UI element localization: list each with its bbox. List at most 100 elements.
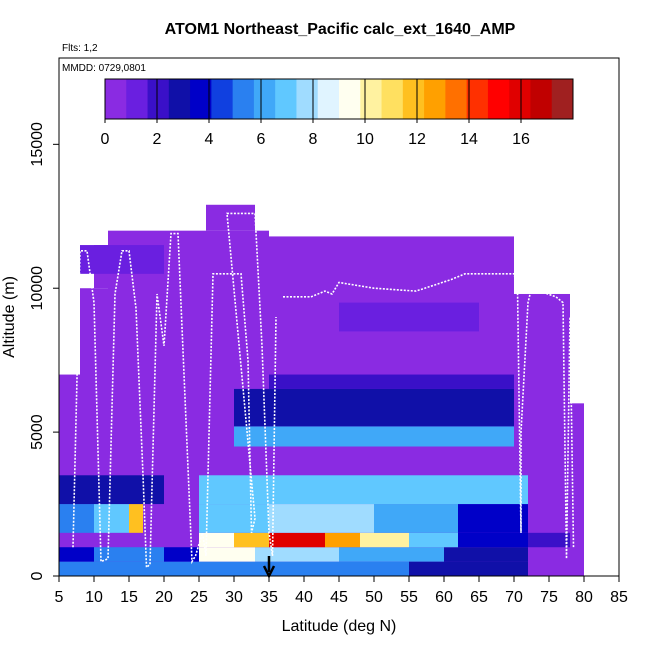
x-tick-label-10: 55 bbox=[400, 589, 418, 606]
heatmap-cell-3 bbox=[164, 547, 199, 562]
x-tick-label-7: 40 bbox=[295, 589, 313, 606]
x-tick-label-16: 85 bbox=[610, 589, 628, 606]
y-tick-label-1: 5000 bbox=[29, 414, 46, 450]
colorbar-swatch-1 bbox=[126, 79, 149, 119]
colorbar-swatch-16 bbox=[445, 79, 468, 119]
y-tick-label-0: 0 bbox=[29, 571, 46, 580]
colorbar bbox=[104, 78, 574, 120]
colorbar-tick-label-0: 0 bbox=[101, 131, 110, 148]
heatmap-cell-17 bbox=[458, 532, 528, 548]
arrow-head bbox=[262, 565, 276, 579]
heatmap-cell-11 bbox=[199, 532, 234, 548]
heatmap-cell-4 bbox=[199, 561, 269, 576]
heatmap-cell-27 bbox=[59, 475, 164, 505]
heatmap-cell-8 bbox=[255, 547, 339, 562]
colorbar-tick-label-3: 6 bbox=[257, 131, 266, 148]
colorbar-swatch-19 bbox=[509, 79, 531, 119]
colorbar-swatch-10 bbox=[317, 79, 340, 119]
colorbar-swatch-5 bbox=[211, 79, 234, 119]
heatmap-cell-22 bbox=[458, 504, 528, 533]
heatmap-base-4 bbox=[206, 204, 255, 231]
colorbar-tick-label-7: 14 bbox=[460, 131, 478, 148]
x-tick-label-0: 5 bbox=[55, 589, 64, 606]
colorbar-tick-labels: 0 2 4 6 8 10 12 14 16 bbox=[101, 79, 530, 148]
heatmap-cell-23 bbox=[59, 504, 94, 533]
heatmap-cell-1 bbox=[59, 547, 94, 562]
colorbar-swatch-13 bbox=[381, 79, 404, 119]
arrow-icon bbox=[262, 556, 276, 579]
heatmap-cell-20 bbox=[269, 504, 374, 533]
x-tick-label-5: 30 bbox=[225, 589, 243, 606]
heatmap-cell-21 bbox=[374, 504, 458, 533]
x-axis: 5 10 15 20 25 30 35 40 45 50 55 60 65 70 75 80 85 bbox=[55, 575, 628, 606]
x-tick-label-6: 35 bbox=[260, 589, 278, 606]
colorbar-swatch-11 bbox=[339, 79, 361, 119]
y-axis: 0 5000 10000 15000 bbox=[29, 58, 60, 580]
x-tick-label-9: 50 bbox=[365, 589, 383, 606]
colorbar-swatch-15 bbox=[424, 79, 446, 119]
colorbar-swatch-21 bbox=[551, 79, 574, 119]
colorbar-swatch-14 bbox=[402, 79, 425, 119]
heatmap-cell-2 bbox=[94, 547, 164, 562]
heatmap-cell-15 bbox=[360, 532, 409, 548]
colorbar-swatch-9 bbox=[296, 79, 319, 119]
heatmap-cell-30 bbox=[269, 374, 514, 389]
heatmap-cell-14 bbox=[325, 532, 360, 548]
flight-tracks-layer bbox=[72, 212, 575, 570]
heatmap-cell-16 bbox=[409, 532, 458, 548]
heatmap-cell-13 bbox=[269, 532, 325, 548]
x-tick-label-12: 65 bbox=[470, 589, 488, 606]
colorbar-tick-label-4: 8 bbox=[309, 131, 318, 148]
heatmap-cell-26 bbox=[199, 475, 528, 505]
x-tick-label-14: 75 bbox=[540, 589, 558, 606]
heatmap-cell-29 bbox=[234, 388, 514, 427]
heatmap-cell-28 bbox=[234, 426, 514, 447]
flight-track-0 bbox=[72, 212, 277, 570]
colorbar-swatch-18 bbox=[487, 79, 510, 119]
y-tick-label-3: 15000 bbox=[29, 122, 46, 167]
heatmap-cell-0 bbox=[59, 561, 199, 576]
y-axis-label: Altitude (m) bbox=[1, 276, 18, 358]
flight-track-1 bbox=[283, 273, 575, 559]
x-tick-label-2: 15 bbox=[120, 589, 138, 606]
colorbar-tick-label-5: 10 bbox=[356, 131, 374, 148]
heatmap-cell-7 bbox=[199, 547, 255, 562]
colorbar-swatch-17 bbox=[466, 79, 489, 119]
flights-label: Flts: 1,2 bbox=[62, 43, 98, 54]
x-tick-label-1: 10 bbox=[85, 589, 103, 606]
colorbar-swatch-3 bbox=[168, 79, 191, 119]
heatmap-cell-10 bbox=[444, 547, 528, 562]
x-tick-label-3: 20 bbox=[155, 589, 173, 606]
heatmap-cell-12 bbox=[234, 532, 269, 548]
heatmap-cell-19 bbox=[199, 504, 269, 533]
heatmap-cell-32 bbox=[339, 302, 479, 332]
colorbar-tick-label-2: 4 bbox=[205, 131, 214, 148]
colorbar-tick-label-6: 12 bbox=[408, 131, 426, 148]
heatmap-cell-25 bbox=[129, 504, 143, 533]
colorbar-swatch-8 bbox=[275, 79, 297, 119]
colorbar-tick-label-8: 16 bbox=[512, 131, 530, 148]
colorbar-swatch-6 bbox=[232, 79, 255, 119]
x-tick-label-8: 45 bbox=[330, 589, 348, 606]
colorbar-swatch-4 bbox=[190, 79, 212, 119]
x-tick-label-4: 25 bbox=[190, 589, 208, 606]
colorbar-tick-label-1: 2 bbox=[153, 131, 162, 148]
x-axis-label: Latitude (deg N) bbox=[282, 618, 397, 635]
heatmap-cell-31 bbox=[80, 245, 164, 274]
colorbar-swatch-2 bbox=[147, 79, 170, 119]
heatmap-cell-6 bbox=[409, 561, 528, 576]
heatmap-cell-5 bbox=[269, 561, 409, 576]
x-tick-label-13: 70 bbox=[505, 589, 523, 606]
colorbar-swatch-20 bbox=[530, 79, 553, 119]
x-tick-label-11: 60 bbox=[435, 589, 453, 606]
colorbar-swatch-0 bbox=[105, 79, 127, 119]
heatmap-cell-9 bbox=[339, 547, 444, 562]
colorbar-swatch-7 bbox=[253, 79, 276, 119]
heatmap-cell-18 bbox=[528, 532, 570, 548]
dates-label: MMDD: 0729,0801 bbox=[62, 63, 146, 74]
heatmap-layer bbox=[59, 204, 584, 576]
chart-title: ATOM1 Northeast_Pacific calc_ext_1640_AM… bbox=[165, 21, 516, 38]
colorbar-swatch-12 bbox=[360, 79, 383, 119]
x-tick-label-15: 80 bbox=[575, 589, 593, 606]
